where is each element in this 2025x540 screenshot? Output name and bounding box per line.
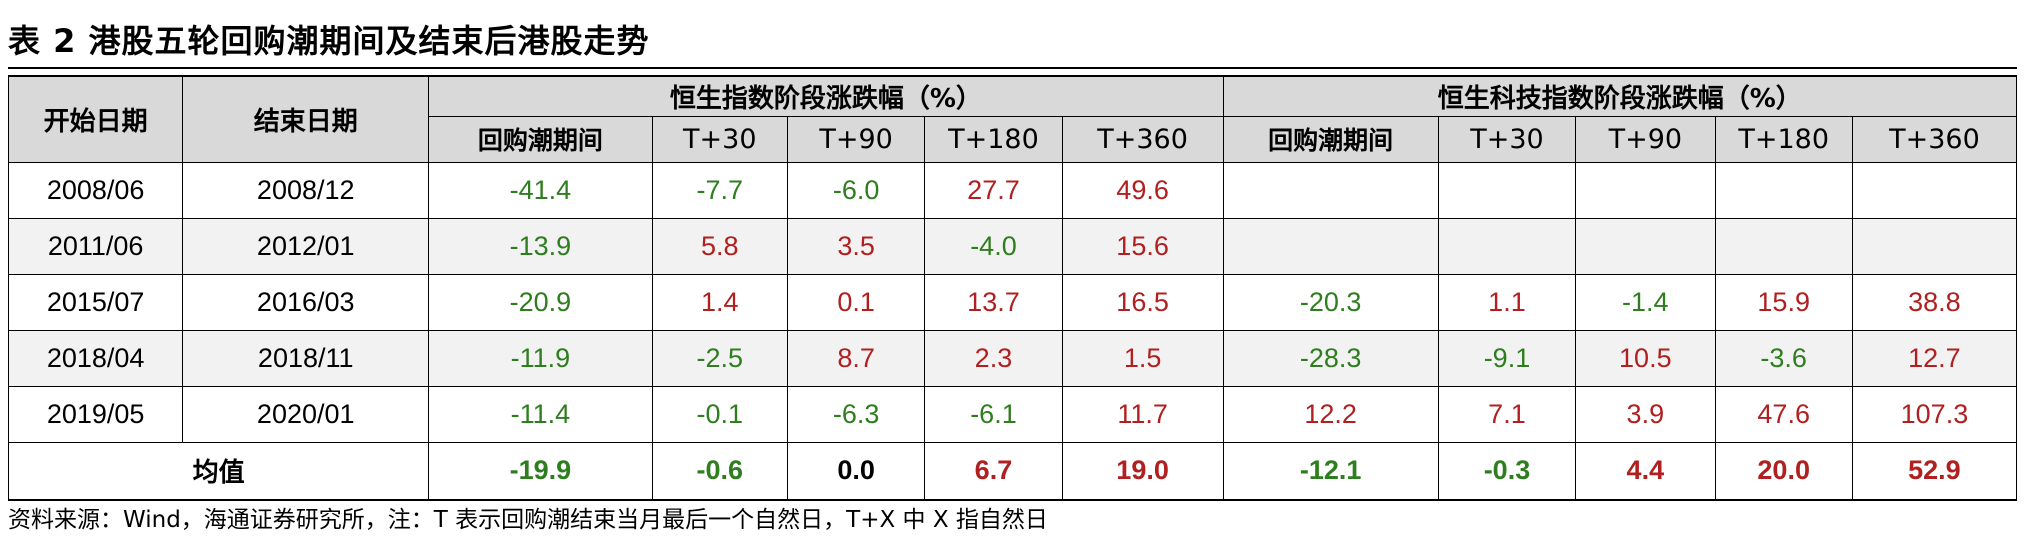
avg-hsi-value: 0.0: [786, 441, 926, 501]
avg-hsi-value: -19.9: [428, 441, 653, 501]
cell-hsi-value: -11.4: [428, 385, 653, 443]
header-hstech-t30: T+30: [1437, 115, 1577, 163]
header-hsi-group: 恒生指数阶段涨跌幅（%）: [428, 75, 1224, 117]
header-hstech-group: 恒生科技指数阶段涨跌幅（%）: [1222, 75, 2018, 117]
cell-hsi-value: 16.5: [1061, 273, 1224, 331]
average-row: 均值 -19.9 -0.6 0.0 6.7 19.0 -12.1 -0.3 4.…: [7, 441, 2018, 501]
cell-hstech-value: 12.2: [1222, 385, 1439, 443]
cell-end-date: 2020/01: [182, 385, 430, 443]
cell-hsi-value: 27.7: [924, 161, 1063, 219]
header-hstech-t90: T+90: [1575, 115, 1716, 163]
cell-hstech-value: 38.8: [1851, 273, 2018, 331]
avg-hstech-value: 20.0: [1714, 441, 1853, 501]
cell-hsi-value: 15.6: [1061, 217, 1224, 275]
header-hstech-t360: T+360: [1851, 115, 2018, 163]
avg-hsi-value: 19.0: [1061, 441, 1224, 501]
cell-start-date: 2015/07: [7, 273, 184, 331]
cell-hstech-value: 10.5: [1575, 329, 1716, 387]
cell-hstech-value: -20.3: [1222, 273, 1439, 331]
cell-hstech-value: 1.1: [1437, 273, 1577, 331]
average-label: 均值: [7, 441, 430, 501]
cell-hsi-value: -20.9: [428, 273, 653, 331]
header-hsi-t360: T+360: [1061, 115, 1224, 163]
buyback-performance-table: 开始日期 结束日期 恒生指数阶段涨跌幅（%） 恒生科技指数阶段涨跌幅（%） 回购…: [7, 75, 2018, 501]
header-hstech-t180: T+180: [1714, 115, 1853, 163]
table-row: 2008/06 2008/12 -41.4 -7.7 -6.0 27.7 49.…: [7, 161, 2018, 219]
cell-hstech-value: -28.3: [1222, 329, 1439, 387]
cell-hsi-value: 11.7: [1061, 385, 1224, 443]
cell-start-date: 2018/04: [7, 329, 184, 387]
cell-hsi-value: 2.3: [924, 329, 1063, 387]
cell-hstech-value: [1222, 217, 1439, 275]
header-start-date: 开始日期: [7, 75, 184, 163]
cell-hsi-value: -11.9: [428, 329, 653, 387]
table-row: 2015/07 2016/03 -20.9 1.4 0.1 13.7 16.5 …: [7, 273, 2018, 331]
cell-hstech-value: 15.9: [1714, 273, 1853, 331]
cell-end-date: 2012/01: [182, 217, 430, 275]
cell-hsi-value: -6.3: [786, 385, 926, 443]
cell-hsi-value: 13.7: [924, 273, 1063, 331]
cell-hsi-value: -6.1: [924, 385, 1063, 443]
cell-hsi-value: 1.4: [651, 273, 788, 331]
source-note: 资料来源：Wind，海通证券研究所，注：T 表示回购潮结束当月最后一个自然日，T…: [8, 507, 1048, 533]
avg-hstech-value: 52.9: [1851, 441, 2018, 501]
cell-hsi-value: -0.1: [651, 385, 788, 443]
cell-hstech-value: [1437, 161, 1577, 219]
header-hstech-period: 回购潮期间: [1222, 115, 1439, 163]
cell-hsi-value: -7.7: [651, 161, 788, 219]
cell-hstech-value: 12.7: [1851, 329, 2018, 387]
cell-hsi-value: 5.8: [651, 217, 788, 275]
cell-hsi-value: -6.0: [786, 161, 926, 219]
cell-hsi-value: -13.9: [428, 217, 653, 275]
header-hsi-t90: T+90: [786, 115, 926, 163]
cell-hsi-value: 8.7: [786, 329, 926, 387]
cell-end-date: 2008/12: [182, 161, 430, 219]
table-row: 2019/05 2020/01 -11.4 -0.1 -6.3 -6.1 11.…: [7, 385, 2018, 443]
cell-hsi-value: 3.5: [786, 217, 926, 275]
header-hsi-period: 回购潮期间: [428, 115, 653, 163]
avg-hsi-value: -0.6: [651, 441, 788, 501]
header-end-date: 结束日期: [182, 75, 430, 163]
cell-hstech-value: -3.6: [1714, 329, 1853, 387]
header-hsi-t30: T+30: [651, 115, 788, 163]
cell-hstech-value: 47.6: [1714, 385, 1853, 443]
avg-hstech-value: 4.4: [1575, 441, 1716, 501]
cell-end-date: 2018/11: [182, 329, 430, 387]
cell-start-date: 2011/06: [7, 217, 184, 275]
avg-hstech-value: -12.1: [1222, 441, 1439, 501]
cell-end-date: 2016/03: [182, 273, 430, 331]
cell-hstech-value: [1714, 161, 1853, 219]
cell-hsi-value: 49.6: [1061, 161, 1224, 219]
cell-hstech-value: [1714, 217, 1853, 275]
cell-hstech-value: 3.9: [1575, 385, 1716, 443]
cell-hstech-value: [1851, 161, 2018, 219]
title-divider: [8, 67, 2017, 69]
cell-hstech-value: -1.4: [1575, 273, 1716, 331]
cell-hsi-value: 1.5: [1061, 329, 1224, 387]
cell-hsi-value: -2.5: [651, 329, 788, 387]
cell-hsi-value: -41.4: [428, 161, 653, 219]
cell-start-date: 2019/05: [7, 385, 184, 443]
cell-hstech-value: [1575, 217, 1716, 275]
table-row: 2018/04 2018/11 -11.9 -2.5 8.7 2.3 1.5 -…: [7, 329, 2018, 387]
avg-hstech-value: -0.3: [1437, 441, 1577, 501]
table-title: 表 2 港股五轮回购潮期间及结束后港股走势: [8, 22, 650, 60]
cell-hstech-value: [1575, 161, 1716, 219]
cell-hstech-value: [1222, 161, 1439, 219]
cell-hstech-value: 7.1: [1437, 385, 1577, 443]
data-table-wrapper: 开始日期 结束日期 恒生指数阶段涨跌幅（%） 恒生科技指数阶段涨跌幅（%） 回购…: [7, 75, 2018, 501]
cell-hsi-value: -4.0: [924, 217, 1063, 275]
cell-hstech-value: [1437, 217, 1577, 275]
header-hsi-t180: T+180: [924, 115, 1063, 163]
table-row: 2011/06 2012/01 -13.9 5.8 3.5 -4.0 15.6: [7, 217, 2018, 275]
cell-hstech-value: 107.3: [1851, 385, 2018, 443]
cell-hstech-value: -9.1: [1437, 329, 1577, 387]
avg-hsi-value: 6.7: [924, 441, 1063, 501]
cell-hstech-value: [1851, 217, 2018, 275]
cell-hsi-value: 0.1: [786, 273, 926, 331]
cell-start-date: 2008/06: [7, 161, 184, 219]
